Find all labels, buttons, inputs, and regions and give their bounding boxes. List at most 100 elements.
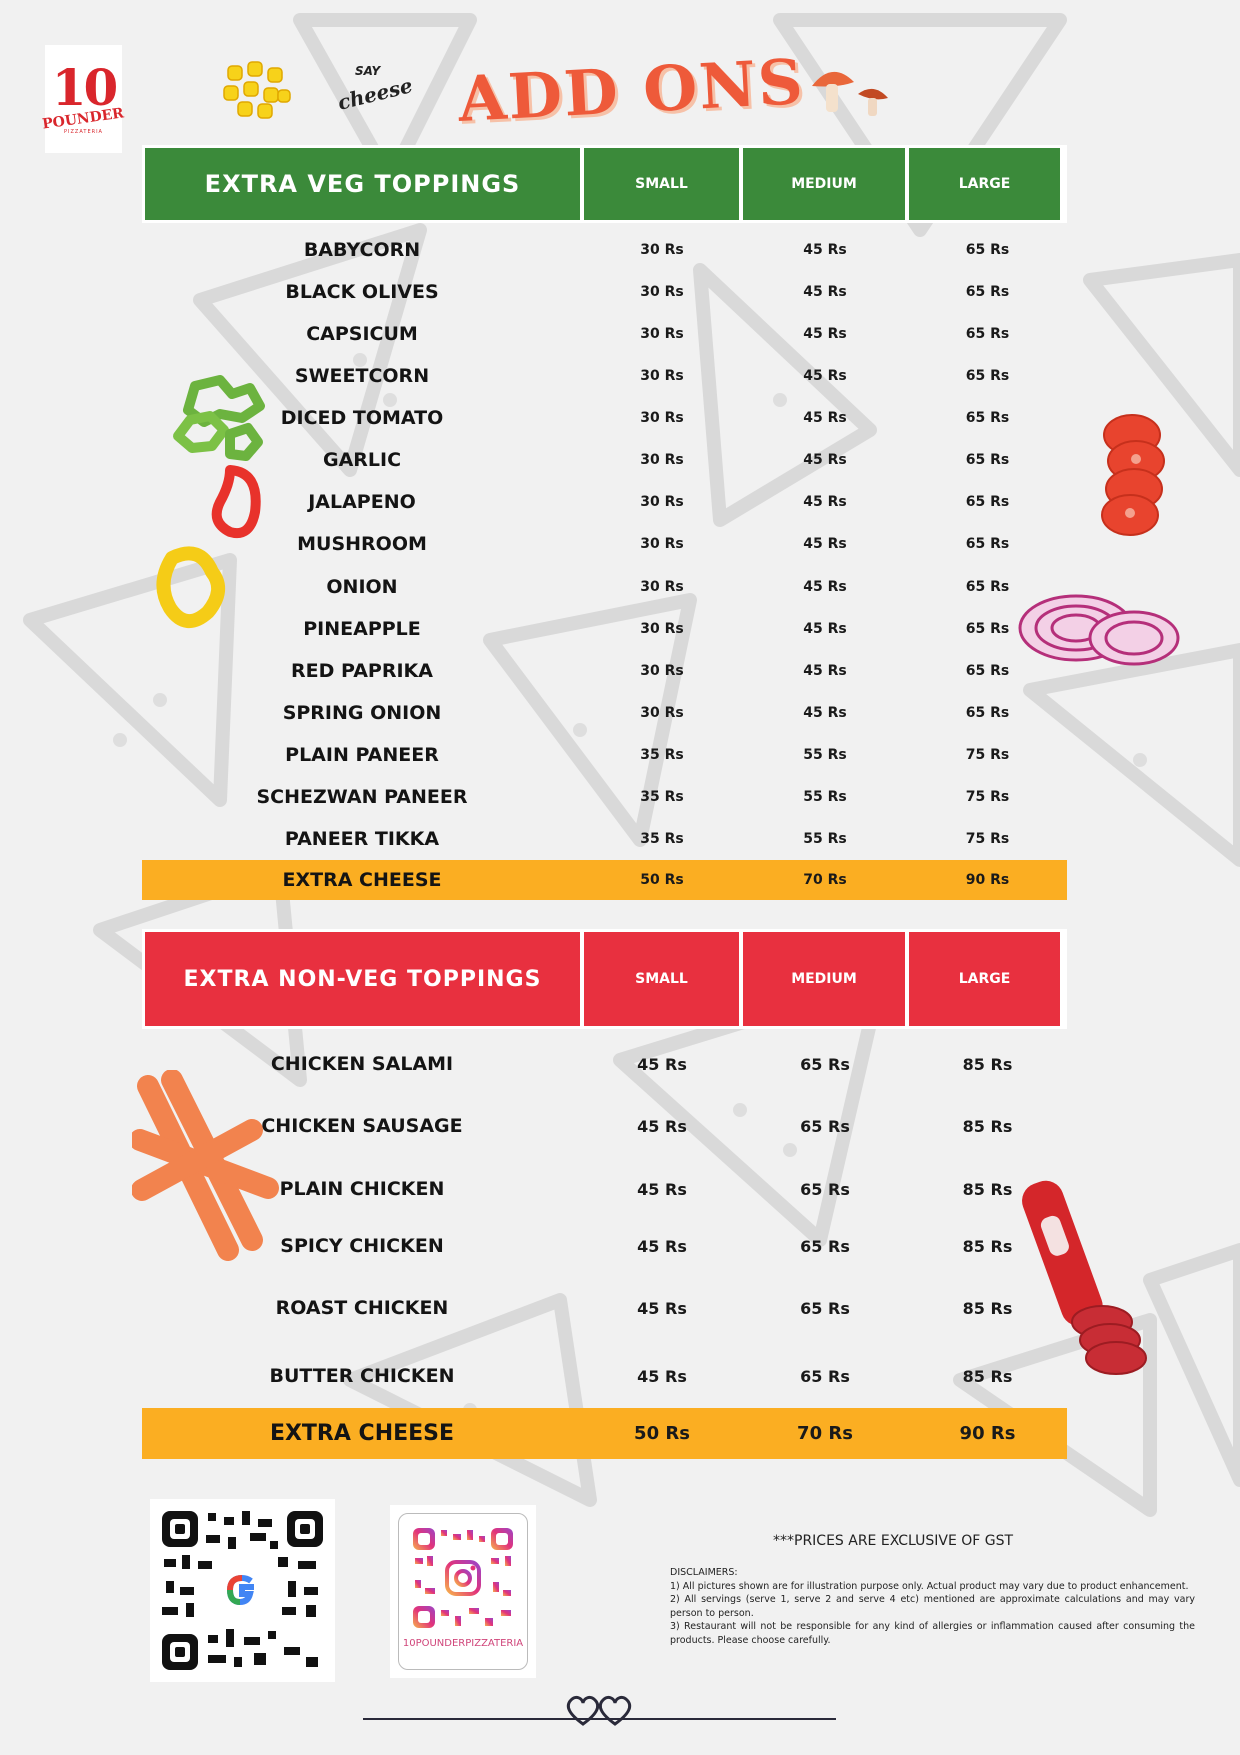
price-medium: 65 Rs xyxy=(800,1116,850,1136)
topping-name: SWEETCORN xyxy=(294,365,430,387)
veg-row: ONION 30 Rs 45 Rs 65 Rs xyxy=(142,573,1067,601)
veg-header-large: LARGE xyxy=(909,148,1060,220)
price-medium: 55 Rs xyxy=(803,831,847,847)
veg-table-title: EXTRA VEG TOPPINGS xyxy=(145,148,580,220)
instagram-qr-card: 10POUNDERPIZZATERIA xyxy=(398,1513,528,1670)
price-small: 50 Rs xyxy=(634,1423,690,1444)
footer-divider xyxy=(363,1718,836,1720)
price-medium: 45 Rs xyxy=(803,536,847,552)
topping-name: SCHEZWAN PANEER xyxy=(256,786,468,808)
say-cheese-badge: SAY cheese xyxy=(325,62,420,122)
topping-name: PANEER TIKKA xyxy=(284,828,440,850)
nonveg-row: PLAIN CHICKEN 45 Rs 65 Rs 85 Rs xyxy=(142,1175,1067,1203)
price-small: 30 Rs xyxy=(640,284,684,300)
nonveg-row: CHICKEN SAUSAGE 45 Rs 65 Rs 85 Rs xyxy=(142,1112,1067,1140)
disclaimer-item: 1) All pictures shown are for illustrati… xyxy=(670,1580,1189,1592)
topping-name: ROAST CHICKEN xyxy=(275,1297,449,1319)
price-small: 45 Rs xyxy=(637,1298,687,1318)
price-small: 50 Rs xyxy=(640,872,684,888)
price-large: 65 Rs xyxy=(965,494,1010,510)
topping-name: BABYCORN xyxy=(303,239,421,261)
price-large: 85 Rs xyxy=(962,1054,1013,1074)
price-medium: 45 Rs xyxy=(803,705,847,721)
veg-row: BLACK OLIVES 30 Rs 45 Rs 65 Rs xyxy=(142,278,1067,306)
nonveg-extra-cheese-row: EXTRA CHEESE 50 Rs 70 Rs 90 Rs xyxy=(142,1408,1067,1459)
veg-row: PLAIN PANEER 35 Rs 55 Rs 75 Rs xyxy=(142,741,1067,769)
corn-icon xyxy=(223,61,291,119)
veg-row: JALAPENO 30 Rs 45 Rs 65 Rs xyxy=(142,488,1067,516)
nonveg-row: SPICY CHICKEN 45 Rs 65 Rs 85 Rs xyxy=(142,1232,1067,1260)
topping-name: EXTRA CHEESE xyxy=(269,1421,455,1446)
instagram-qr-code[interactable]: 10POUNDERPIZZATERIA xyxy=(390,1505,536,1678)
price-large: 65 Rs xyxy=(965,705,1010,721)
instagram-qr-icon xyxy=(413,1528,513,1628)
veg-row: SPRING ONION 30 Rs 45 Rs 65 Rs xyxy=(142,699,1067,727)
disclaimer-item: 3) Restaurant will not be responsible fo… xyxy=(670,1621,1195,1646)
price-medium: 65 Rs xyxy=(800,1179,850,1199)
price-medium: 45 Rs xyxy=(803,494,847,510)
nonveg-table-title: EXTRA NON-VEG TOPPINGS xyxy=(145,932,580,1026)
veg-row: SCHEZWAN PANEER 35 Rs 55 Rs 75 Rs xyxy=(142,783,1067,811)
veg-row: GARLIC 30 Rs 45 Rs 65 Rs xyxy=(142,446,1067,474)
price-large: 75 Rs xyxy=(965,747,1010,763)
price-small: 30 Rs xyxy=(640,494,684,510)
veg-row: SWEETCORN 30 Rs 45 Rs 65 Rs xyxy=(142,362,1067,390)
price-small: 30 Rs xyxy=(640,368,684,384)
topping-name: MUSHROOM xyxy=(297,533,427,555)
price-large: 85 Rs xyxy=(962,1179,1013,1199)
nonveg-table-header: EXTRA NON-VEG TOPPINGS SMALL MEDIUM LARG… xyxy=(142,929,1067,1029)
onion-icon xyxy=(1018,594,1180,666)
disclaimers: DISCLAIMERS: 1) All pictures shown are f… xyxy=(670,1566,1195,1647)
mushroom-icon xyxy=(812,71,888,116)
nonveg-header-small: SMALL xyxy=(584,932,739,1026)
gst-note: ***PRICES ARE EXCLUSIVE OF GST xyxy=(773,1533,1014,1549)
tomato-icon xyxy=(1101,414,1165,536)
topping-name: RED PAPRIKA xyxy=(291,660,433,682)
price-small: 30 Rs xyxy=(640,326,684,342)
price-large: 65 Rs xyxy=(965,368,1010,384)
google-qr-icon xyxy=(158,1507,327,1674)
price-small: 45 Rs xyxy=(637,1116,687,1136)
veg-row: RED PAPRIKA 30 Rs 45 Rs 65 Rs xyxy=(142,657,1067,685)
veg-row: BABYCORN 30 Rs 45 Rs 65 Rs xyxy=(142,236,1067,264)
nonveg-header-medium: MEDIUM xyxy=(743,932,905,1026)
price-small: 45 Rs xyxy=(637,1054,687,1074)
topping-name: SPICY CHICKEN xyxy=(280,1235,444,1257)
topping-name: EXTRA CHEESE xyxy=(282,869,442,891)
nonveg-header-large: LARGE xyxy=(909,932,1060,1026)
price-medium: 65 Rs xyxy=(800,1366,850,1386)
topping-name: CAPSICUM xyxy=(306,323,418,345)
price-medium: 45 Rs xyxy=(803,326,847,342)
price-large: 65 Rs xyxy=(965,579,1010,595)
price-small: 35 Rs xyxy=(640,831,684,847)
price-large: 65 Rs xyxy=(965,452,1010,468)
price-small: 35 Rs xyxy=(640,747,684,763)
page-title: ADD ONS xyxy=(456,44,807,137)
price-medium: 45 Rs xyxy=(803,663,847,679)
topping-name: CHICKEN SAUSAGE xyxy=(261,1115,463,1137)
topping-name: BUTTER CHICKEN xyxy=(269,1365,455,1387)
logo-number: 10 xyxy=(51,58,119,117)
price-medium: 45 Rs xyxy=(803,579,847,595)
price-large: 65 Rs xyxy=(965,284,1010,300)
price-large: 75 Rs xyxy=(965,831,1010,847)
instagram-handle: 10POUNDERPIZZATERIA xyxy=(402,1638,524,1649)
price-medium: 45 Rs xyxy=(803,368,847,384)
google-qr-code[interactable] xyxy=(150,1499,335,1682)
veg-row: CAPSICUM 30 Rs 45 Rs 65 Rs xyxy=(142,320,1067,348)
nonveg-row: ROAST CHICKEN 45 Rs 65 Rs 85 Rs xyxy=(142,1294,1067,1322)
veg-extra-cheese-row: EXTRA CHEESE 50 Rs 70 Rs 90 Rs xyxy=(142,860,1067,900)
price-small: 45 Rs xyxy=(637,1236,687,1256)
price-large: 65 Rs xyxy=(965,410,1010,426)
price-large: 65 Rs xyxy=(965,242,1010,258)
price-medium: 45 Rs xyxy=(803,242,847,258)
sausage-icon xyxy=(132,1070,279,1261)
price-medium: 65 Rs xyxy=(800,1236,850,1256)
say-cheese-main-text: cheese xyxy=(335,73,415,115)
price-small: 30 Rs xyxy=(640,663,684,679)
brand-logo: 10 POUNDER PIZZATERIA xyxy=(42,45,125,153)
price-medium: 70 Rs xyxy=(803,872,847,888)
price-small: 35 Rs xyxy=(640,789,684,805)
veg-row: DICED TOMATO 30 Rs 45 Rs 65 Rs xyxy=(142,404,1067,432)
nonveg-row: CHICKEN SALAMI 45 Rs 65 Rs 85 Rs xyxy=(142,1050,1067,1078)
